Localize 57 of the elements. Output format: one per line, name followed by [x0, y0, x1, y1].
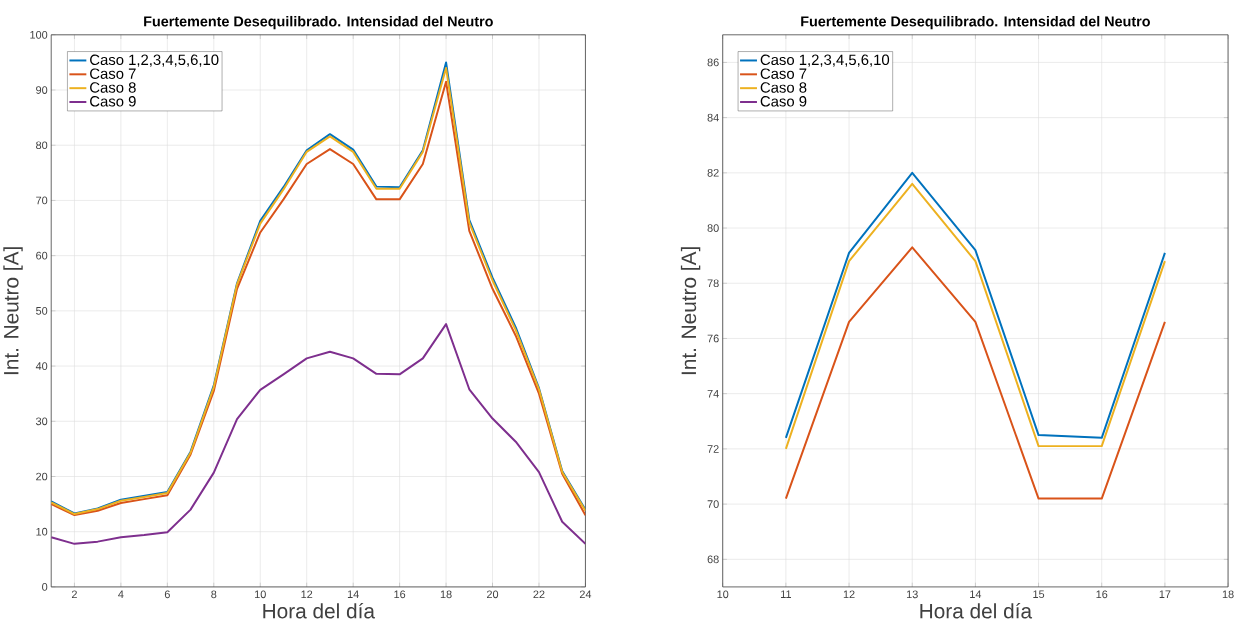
x-tick-label: 10: [255, 590, 266, 599]
x-tick-label: 20: [487, 590, 499, 599]
y-tick-label: 74: [707, 390, 719, 398]
y-tick-label: 0: [42, 583, 48, 591]
x-axis-title: Hora del día: [263, 603, 375, 619]
chart-title: Fuertemente Desequilibrado. Intensidad del Neutro: [144, 16, 493, 30]
x-tick-label: 4: [118, 590, 124, 599]
y-tick-label: 76: [707, 334, 719, 343]
x-tick-label: 18: [440, 590, 452, 599]
chart-title: Fuertemente Desequilibrado. Intensidad del Neutro: [801, 16, 1150, 30]
x-tick-label: 14: [970, 590, 982, 599]
y-tick-label: 40: [35, 362, 48, 371]
line-series: [51, 323, 586, 546]
y-tick-label: 78: [707, 279, 719, 288]
y-tick-label: 68: [707, 555, 719, 564]
y-tick-label: 84: [707, 113, 719, 122]
legend-label: Caso 1,2,3,4,5,6,10: [90, 54, 219, 67]
y-tick-label: 80: [36, 141, 48, 150]
y-axis-title: Int. Neutro [A]: [680, 247, 701, 375]
legend-label: Caso 9: [90, 96, 136, 107]
y-tick-label: 70: [36, 196, 48, 205]
x-tick-label: 24: [579, 590, 592, 599]
x-tick-label: 18: [1222, 590, 1234, 599]
x-tick-label: 13: [906, 590, 918, 599]
legend-label: Caso 9: [760, 96, 807, 107]
y-tick-label: 20: [36, 472, 48, 481]
x-tick-label: 16: [1096, 590, 1108, 599]
y-tick-label: 30: [36, 417, 48, 426]
y-tick-label: 60: [36, 251, 48, 260]
legend-label: Caso 1,2,3,4,5,6,10: [760, 54, 890, 67]
x-tick-label: 17: [1159, 590, 1171, 599]
y-tick-label: 70: [707, 500, 719, 509]
x-tick-label: 22: [533, 590, 545, 599]
y-tick-label: 86: [707, 58, 719, 67]
x-tick-label: 12: [301, 590, 313, 599]
x-tick-label: 14: [347, 590, 359, 599]
legend-label: Caso 7: [90, 68, 136, 80]
x-tick-label: 12: [843, 590, 855, 599]
x-tick-label: 6: [164, 590, 170, 599]
y-tick-label: 90: [36, 86, 48, 95]
y-tick-label: 10: [36, 528, 48, 536]
legend-label: Caso 8: [90, 82, 136, 93]
legend-label: Caso 8: [760, 82, 807, 93]
y-axis-title: Int. Neutro [A]: [3, 247, 23, 375]
y-tick-label: 80: [707, 224, 719, 233]
x-tick-label: 10: [717, 590, 729, 599]
x-tick-label: 15: [1033, 590, 1045, 599]
y-tick-label: 82: [707, 169, 719, 177]
x-tick-label: 16: [394, 590, 406, 599]
x-axis-title: Hora del día: [920, 603, 1033, 619]
x-tick-label: 11: [781, 590, 792, 599]
x-tick-label: 2: [71, 590, 77, 599]
legend-label: Caso 7: [760, 68, 807, 80]
y-tick-label: 100: [30, 31, 48, 39]
x-tick-label: 8: [211, 590, 217, 599]
y-tick-label: 72: [707, 445, 719, 453]
y-tick-label: 50: [36, 307, 48, 315]
